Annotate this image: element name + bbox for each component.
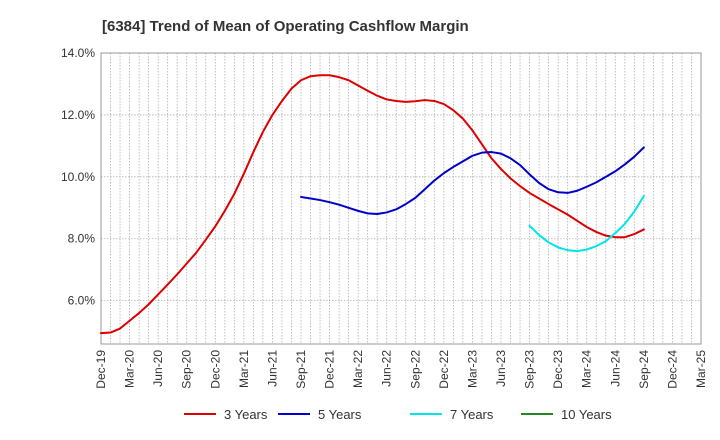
y-tick-label: 8.0% [68,232,96,246]
x-tick-label: Dec-22 [437,350,451,389]
x-tick-label: Sep-22 [408,350,422,389]
y-tick-label: 14.0% [61,46,95,60]
x-tick-label: Jun-22 [380,350,394,387]
series-layer [100,74,645,335]
x-tick-label: Jun-20 [151,350,165,387]
x-tick-label: Dec-21 [323,350,337,389]
x-tick-label: Dec-23 [551,350,565,389]
x-tick-label: Mar-20 [123,350,137,388]
x-tick-label: Dec-24 [665,350,679,389]
x-tick-label: Dec-20 [208,350,222,389]
legend-label-10-years: 10 Years [561,407,612,422]
x-tick-label: Jun-23 [494,350,508,387]
y-tick-label: 10.0% [61,170,95,184]
y-tick-label: 12.0% [61,108,95,122]
x-axis: Dec-19 Mar-20 Jun-20 Sep-20 Dec-20 Mar-21 Jun-… [94,350,708,389]
y-axis: 6.0% 8.0% 10.0% 12.0% 14.0% [61,46,95,308]
legend-label-7-years: 7 Years [450,407,494,422]
legend: 3 Years 5 Years 7 Years 10 Years [184,407,612,422]
series-line-7-years [528,195,645,253]
x-tick-label: Mar-22 [351,350,365,388]
x-tick-label: Mar-23 [465,350,479,388]
series-line-5-years [300,146,645,215]
x-tick-label: Dec-19 [94,350,108,389]
x-tick-label: Sep-23 [523,350,537,389]
x-tick-label: Mar-24 [580,350,594,388]
x-tick-label: Sep-24 [637,350,651,389]
x-tick-label: Mar-25 [694,350,708,388]
chart-title: [6384] Trend of Mean of Operating Cashfl… [102,18,469,35]
plot-frame [100,52,702,345]
x-tick-label: Mar-21 [237,350,251,388]
series-line-3-years [100,74,645,335]
legend-label-5-years: 5 Years [318,407,362,422]
y-tick-label: 6.0% [68,294,96,308]
x-tick-label: Sep-20 [180,350,194,389]
x-tick-label: Jun-24 [608,350,622,387]
grid [100,52,702,344]
x-tick-label: Jun-21 [265,350,279,387]
legend-label-3-years: 3 Years [224,407,268,422]
x-tick-label: Sep-21 [294,350,308,389]
